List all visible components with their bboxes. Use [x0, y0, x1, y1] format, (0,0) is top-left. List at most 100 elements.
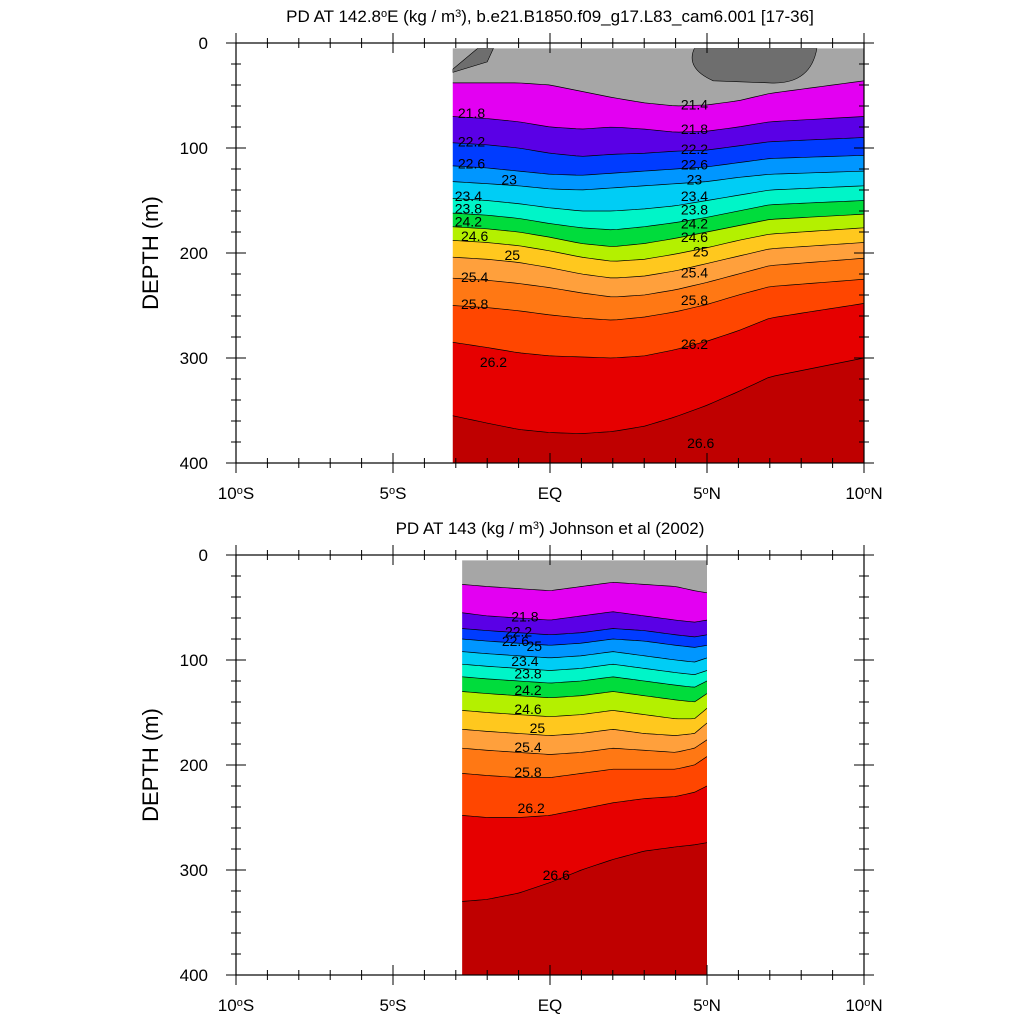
contour-label: 25.4	[514, 739, 541, 755]
isopycnal-line	[462, 663, 707, 675]
x-tick-label: 10oS	[218, 996, 254, 1015]
isopycnal-line	[452, 357, 864, 434]
density-band	[462, 639, 707, 662]
isopycnal-line	[452, 213, 864, 247]
density-band	[462, 723, 707, 755]
panel-model: 21.822.222.62323.423.824.224.62525.425.8…	[138, 7, 883, 503]
contour-label: 23.4	[681, 188, 708, 204]
density-band	[452, 200, 864, 247]
contour-label: 26.6	[687, 435, 714, 451]
contour-label: 25	[505, 247, 521, 263]
y-tick-label: 200	[180, 756, 208, 775]
contour-label: 25	[693, 244, 709, 260]
isopycnal-line	[462, 581, 707, 594]
contour-label: 22.6	[681, 157, 708, 173]
y-tick-label: 400	[180, 966, 208, 985]
isopycnal-line	[462, 651, 707, 663]
x-tick-label: 5oN	[693, 484, 721, 503]
y-tick-label: 100	[180, 651, 208, 670]
isopycnal-line	[462, 739, 707, 755]
x-tick-label: 5oS	[380, 996, 407, 1015]
contour-label: 25.4	[681, 265, 708, 281]
y-tick-label: 0	[199, 34, 208, 53]
density-band	[452, 80, 864, 133]
density-band	[452, 279, 864, 358]
contour-label: 23.8	[514, 665, 541, 681]
low-density-patch	[691, 48, 818, 84]
y-tick-label: 100	[180, 139, 208, 158]
contour-label: 26.2	[480, 354, 507, 370]
contour-label: 25.4	[461, 269, 488, 285]
isopycnal-line	[452, 137, 864, 157]
contour-label: 24.2	[514, 682, 541, 698]
isopycnal-line	[452, 185, 864, 212]
isopycnal-line	[462, 785, 707, 818]
isopycnal-line	[452, 80, 864, 107]
density-band	[462, 842, 707, 975]
panel-title: PD AT 142.8oE (kg / m3), b.e21.B1850.f09…	[286, 7, 814, 26]
density-band	[462, 582, 707, 623]
contour-label: 24.6	[681, 229, 708, 245]
contour-label: 22.6	[458, 156, 485, 172]
contour-label: 23.4	[455, 188, 482, 204]
y-tick-label: 300	[180, 349, 208, 368]
density-band	[452, 137, 864, 176]
density-band	[452, 358, 864, 463]
contour-label: 26.2	[681, 336, 708, 352]
isopycnal-line	[462, 611, 707, 623]
y-tick-label: 0	[199, 546, 208, 565]
isopycnal-line	[452, 242, 864, 279]
contour-label: 26.6	[543, 867, 570, 883]
isopycnal-line	[452, 200, 864, 231]
isopycnal-line	[452, 155, 864, 176]
contour-label: 21.8	[511, 609, 538, 625]
y-axis-label: DEPTH (m)	[138, 196, 163, 310]
panel-title: PD AT 143 (kg / m3) Johnson et al (2002)	[396, 519, 705, 538]
low-density-patch	[452, 48, 494, 73]
x-tick-label: 5oS	[380, 484, 407, 503]
isopycnal-line	[462, 691, 707, 703]
density-band	[452, 227, 864, 278]
isopycnal-line	[462, 722, 707, 736]
isopycnal-line	[452, 278, 864, 321]
contour-label: 24.6	[461, 228, 488, 244]
isopycnal-line	[452, 257, 864, 298]
density-band	[452, 116, 864, 157]
x-tick-label: EQ	[538, 996, 563, 1015]
contour-label: 25.8	[681, 292, 708, 308]
contour-label: 23.4	[511, 653, 538, 669]
contour-label: 22.2	[505, 623, 532, 639]
contour-label: 22.2	[458, 133, 485, 149]
panel-observations: 21.822.222.62523.423.824.224.62525.425.8…	[138, 519, 883, 1015]
contour-label: 21.8	[458, 105, 485, 121]
y-tick-label: 200	[180, 244, 208, 263]
density-band	[452, 155, 864, 190]
density-band	[462, 756, 707, 818]
density-band	[462, 739, 707, 778]
contour-label: 25.8	[514, 764, 541, 780]
isopycnal-line	[462, 756, 707, 778]
contour-label: 24.2	[681, 215, 708, 231]
density-band	[462, 560, 707, 593]
isopycnal-line	[462, 638, 707, 648]
contour-label: 23.8	[681, 202, 708, 218]
isopycnal-line	[462, 676, 707, 688]
density-band	[462, 664, 707, 688]
isopycnal-line	[462, 708, 707, 720]
contour-label: 25	[530, 720, 546, 736]
isopycnal-line	[452, 116, 864, 133]
contour-label: 23	[501, 171, 517, 187]
contour-label: 25	[527, 638, 543, 654]
density-band	[452, 214, 864, 262]
isopycnal-line	[462, 842, 707, 902]
density-band	[462, 676, 707, 702]
contour-fill-group	[452, 48, 864, 463]
isopycnal-line	[452, 303, 864, 359]
contour-label: 21.4	[681, 97, 708, 113]
contour-label: 24.6	[514, 701, 541, 717]
density-band	[452, 242, 864, 297]
x-tick-label: 10oS	[218, 484, 254, 503]
contour-label: 26.2	[518, 800, 545, 816]
contour-label: 23	[687, 171, 703, 187]
density-band	[452, 171, 864, 211]
